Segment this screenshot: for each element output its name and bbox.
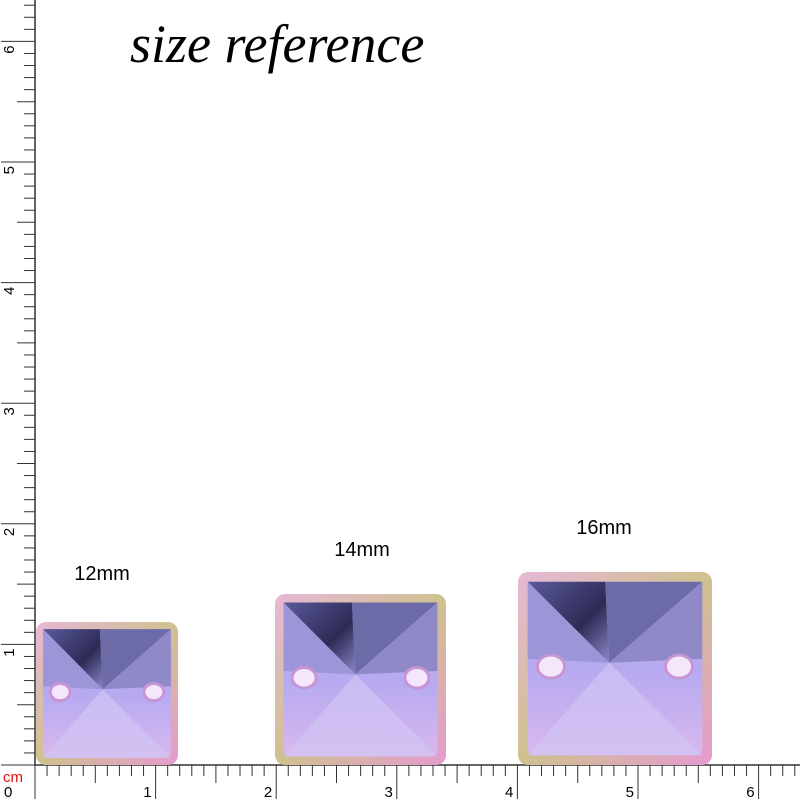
ruler-label: 5 (626, 784, 634, 800)
ruler-label: 0 (4, 784, 12, 800)
ruler-label: 5 (1, 166, 18, 174)
facet (43, 689, 171, 758)
ruler-unit: cm (3, 769, 23, 786)
hole (663, 653, 695, 680)
ruler-label: 2 (264, 784, 272, 800)
hole (142, 681, 166, 703)
ruler-label: 2 (1, 528, 18, 536)
facet (283, 674, 438, 757)
facet (605, 581, 703, 663)
title: size reference (130, 14, 424, 74)
ruler-label: 6 (1, 45, 18, 53)
hole (48, 681, 72, 703)
size-label: 14mm (334, 539, 390, 561)
crystal (275, 594, 446, 765)
facet (283, 602, 356, 675)
facet (43, 629, 103, 690)
facet (609, 581, 703, 663)
ruler-label: 1 (143, 784, 151, 800)
hole (535, 653, 567, 680)
ruler-label: 4 (505, 784, 513, 800)
facet (102, 629, 171, 690)
crystal (36, 622, 178, 765)
ruler-label: 3 (1, 407, 18, 415)
size-label: 12mm (74, 563, 130, 585)
hole (290, 666, 318, 690)
size-label: 16mm (576, 517, 632, 539)
facet (355, 602, 438, 675)
facet (43, 629, 103, 690)
facet (351, 602, 438, 675)
ruler-label: 3 (384, 784, 392, 800)
items: 12mm 14mm 16mm (36, 517, 712, 765)
hole (403, 666, 431, 690)
crystal (518, 572, 712, 765)
ruler-label: 1 (1, 648, 18, 656)
ruler-label: 4 (1, 287, 18, 295)
facet (527, 581, 610, 663)
ruler-label: 6 (746, 784, 754, 800)
facet (527, 662, 703, 756)
facet (99, 629, 171, 690)
